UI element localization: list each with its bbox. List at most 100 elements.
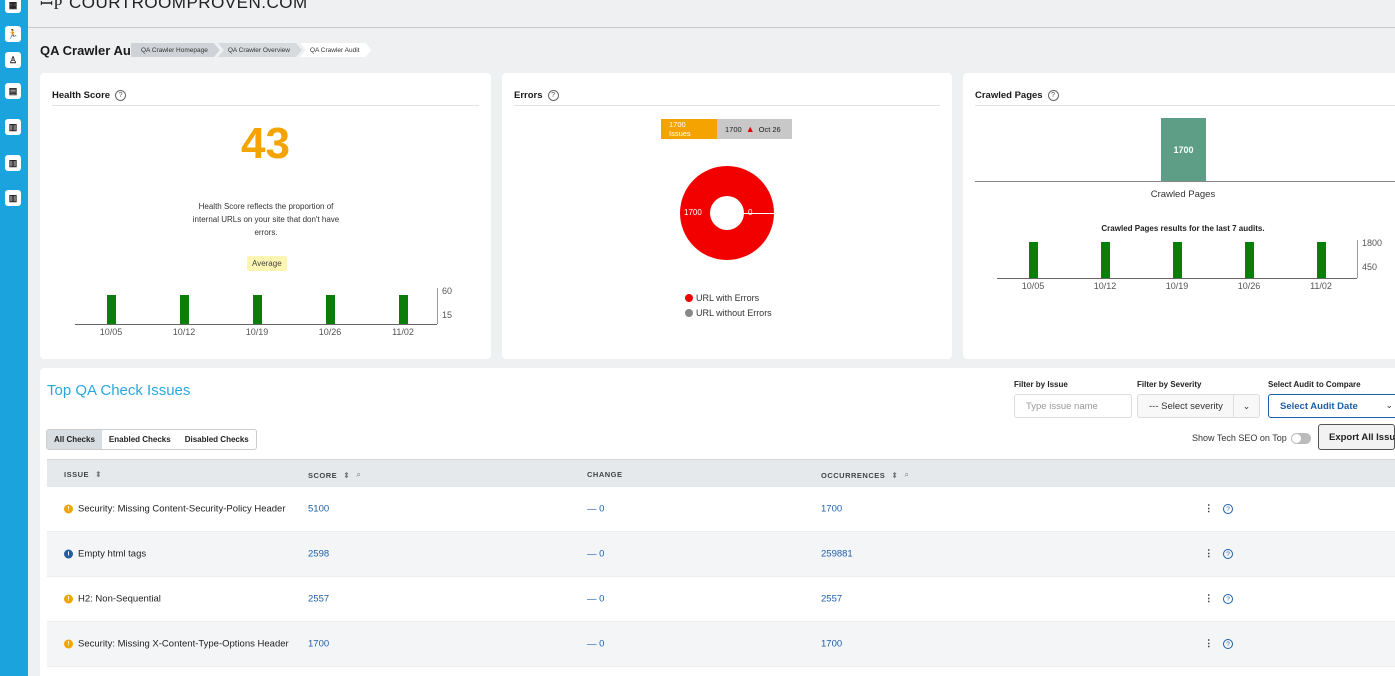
table-header: ISSUE ⬍ SCORE ⬍ ⌕ CHANGE OCCURRENCES ⬍ ⌕ bbox=[47, 459, 1395, 487]
help-icon[interactable]: ? bbox=[1223, 504, 1233, 514]
bar-chart-icon[interactable]: ▥ bbox=[5, 190, 21, 206]
history-date-label: 10/12 bbox=[172, 327, 196, 337]
table-row[interactable]: ! H2: Non-Sequential 2557 — 0 2557 ⋮? bbox=[47, 577, 1395, 622]
history-bar bbox=[179, 295, 189, 324]
issue-name: H2: Non-Sequential bbox=[78, 593, 161, 605]
issue-cell[interactable]: ! H2: Non-Sequential bbox=[64, 593, 294, 606]
audit-date-select-value: Select Audit Date bbox=[1280, 400, 1358, 412]
occurrences-cell[interactable]: 2557 bbox=[821, 593, 843, 605]
more-options-icon[interactable]: ⋮ bbox=[1204, 548, 1214, 560]
export-all-issues-button[interactable]: Export All Issues bbox=[1318, 424, 1395, 450]
column-label: OCCURRENCES bbox=[821, 470, 886, 480]
crawled-pages-card: Crawled Pages ? 1700 Crawled Pages Crawl… bbox=[963, 73, 1395, 359]
change-cell: — 0 bbox=[587, 503, 605, 515]
occurrences-cell[interactable]: 1700 bbox=[821, 638, 843, 650]
sort-icon[interactable]: ⬍ bbox=[95, 470, 103, 479]
document-icon[interactable]: ▤ bbox=[5, 83, 21, 99]
occurrences-cell[interactable]: 259881 bbox=[821, 548, 853, 560]
table-row[interactable]: ! Security: Missing Content-Security-Poli… bbox=[47, 487, 1395, 532]
column-score[interactable]: SCORE ⬍ ⌕ bbox=[308, 470, 361, 480]
issues-title: Top QA Check Issues bbox=[47, 382, 191, 399]
chart-baseline bbox=[975, 181, 1395, 182]
more-options-icon[interactable]: ⋮ bbox=[1204, 638, 1214, 650]
issue-name: Security: Missing Content-Security-Polic… bbox=[78, 503, 286, 515]
change-cell: — 0 bbox=[587, 638, 605, 650]
health-score-card: Health Score ? 43 Health Score reflects … bbox=[40, 73, 491, 359]
column-label: CHANGE bbox=[587, 470, 623, 479]
warning-icon: ! bbox=[64, 504, 73, 514]
history-date-label: 10/12 bbox=[1093, 281, 1117, 291]
axis-label-bottom: 15 bbox=[442, 310, 453, 320]
sort-icon[interactable]: ⬍ bbox=[343, 470, 351, 480]
more-options-icon[interactable]: ⋮ bbox=[1204, 503, 1214, 515]
table-row[interactable]: ! Security: Missing X-Content-Type-Option… bbox=[47, 622, 1395, 667]
divider bbox=[52, 105, 479, 106]
brand[interactable]: ꟷP COURTROOMPROVEN.COM bbox=[40, 0, 308, 14]
divider bbox=[514, 105, 940, 106]
chart-icon[interactable]: ▦ bbox=[5, 0, 21, 13]
tab-all-checks[interactable]: All Checks bbox=[47, 430, 102, 449]
check-filter-tabs: All Checks Enabled Checks Disabled Check… bbox=[46, 429, 257, 450]
legend-item-with-errors: URL with Errors bbox=[685, 293, 759, 303]
errors-title-text: Errors bbox=[514, 90, 543, 101]
history-date-label: 10/26 bbox=[1237, 281, 1261, 291]
history-bar bbox=[252, 295, 262, 324]
column-label: ISSUE bbox=[64, 470, 90, 479]
more-options-icon[interactable]: ⋮ bbox=[1204, 593, 1214, 605]
audit-date-select[interactable]: Select Audit Date ⌄ bbox=[1268, 394, 1395, 418]
column-issue[interactable]: ISSUE ⬍ bbox=[64, 470, 102, 479]
divider bbox=[975, 105, 1395, 106]
history-date-label: 10/26 bbox=[318, 327, 342, 337]
tab-disabled-checks[interactable]: Disabled Checks bbox=[184, 435, 249, 444]
column-occurrences[interactable]: OCCURRENCES ⬍ ⌕ bbox=[821, 470, 909, 480]
person-icon[interactable]: ♙ bbox=[5, 52, 21, 68]
donut-hole bbox=[710, 196, 744, 230]
issue-cell[interactable]: i Empty html tags bbox=[64, 548, 294, 561]
occurrences-cell[interactable]: 1700 bbox=[821, 503, 843, 515]
help-icon[interactable]: ? bbox=[115, 90, 127, 101]
bar-chart-icon[interactable]: ▥ bbox=[5, 155, 21, 171]
sort-icon[interactable]: ⬍ bbox=[891, 470, 899, 480]
crawled-pages-subtitle: Crawled Pages results for the last 7 aud… bbox=[1101, 224, 1265, 233]
legend-dot-red bbox=[685, 294, 693, 302]
donut-label-no-errors: 0 bbox=[748, 208, 753, 217]
table-row[interactable]: i Empty html tags 2598 — 0 259881 ⋮? bbox=[47, 532, 1395, 577]
score-cell: 2557 bbox=[308, 593, 330, 605]
severity-select-value: --- Select severity bbox=[1149, 400, 1223, 412]
breadcrumb-homepage[interactable]: QA Crawler Homepage bbox=[131, 43, 220, 57]
crawled-pages-title: Crawled Pages ? bbox=[975, 90, 1059, 101]
history-date-label: 10/19 bbox=[1165, 281, 1189, 291]
issue-name: Empty html tags bbox=[78, 548, 147, 560]
history-bar bbox=[1244, 242, 1254, 278]
severity-select[interactable]: --- Select severity ⌄ bbox=[1137, 394, 1260, 418]
change-cell: — 0 bbox=[587, 548, 605, 560]
help-icon[interactable]: ? bbox=[1223, 639, 1233, 649]
help-icon[interactable]: ? bbox=[1223, 549, 1233, 559]
help-icon[interactable]: ? bbox=[1223, 594, 1233, 604]
search-icon[interactable]: ⌕ bbox=[356, 470, 362, 479]
help-icon[interactable]: ? bbox=[1047, 90, 1059, 101]
score-cell: 2598 bbox=[308, 548, 330, 560]
donut-leader-line bbox=[744, 213, 774, 214]
tech-seo-toggle[interactable] bbox=[1291, 433, 1311, 444]
table-body: ! Security: Missing Content-Security-Poli… bbox=[47, 487, 1395, 667]
issue-search-input[interactable]: Type issue name bbox=[1014, 394, 1132, 418]
info-icon: i bbox=[64, 549, 73, 559]
running-person-icon[interactable]: 🏃 bbox=[5, 26, 21, 42]
health-score-badge: Average bbox=[247, 256, 287, 271]
legend-label: URL without Errors bbox=[696, 308, 772, 318]
bar-chart-icon[interactable]: ▥ bbox=[5, 119, 21, 135]
errors-change-value: 1700 bbox=[725, 124, 742, 134]
tab-enabled-checks[interactable]: Enabled Checks bbox=[108, 435, 171, 444]
errors-donut-chart: 1700 0 bbox=[680, 166, 774, 260]
issue-cell[interactable]: ! Security: Missing Content-Security-Poli… bbox=[64, 503, 294, 516]
issue-cell[interactable]: ! Security: Missing X-Content-Type-Option… bbox=[64, 638, 294, 651]
search-icon[interactable]: ⌕ bbox=[904, 470, 910, 479]
errors-title: Errors ? bbox=[514, 90, 559, 101]
warning-icon: ! bbox=[64, 639, 73, 649]
breadcrumb-overview[interactable]: QA Crawler Overview bbox=[218, 43, 302, 57]
brand-logo: ꟷP bbox=[40, 0, 63, 13]
score-cell: 1700 bbox=[308, 638, 330, 650]
errors-change-pill: 1700 ▲ Oct 26 bbox=[717, 119, 792, 139]
help-icon[interactable]: ? bbox=[547, 90, 559, 101]
